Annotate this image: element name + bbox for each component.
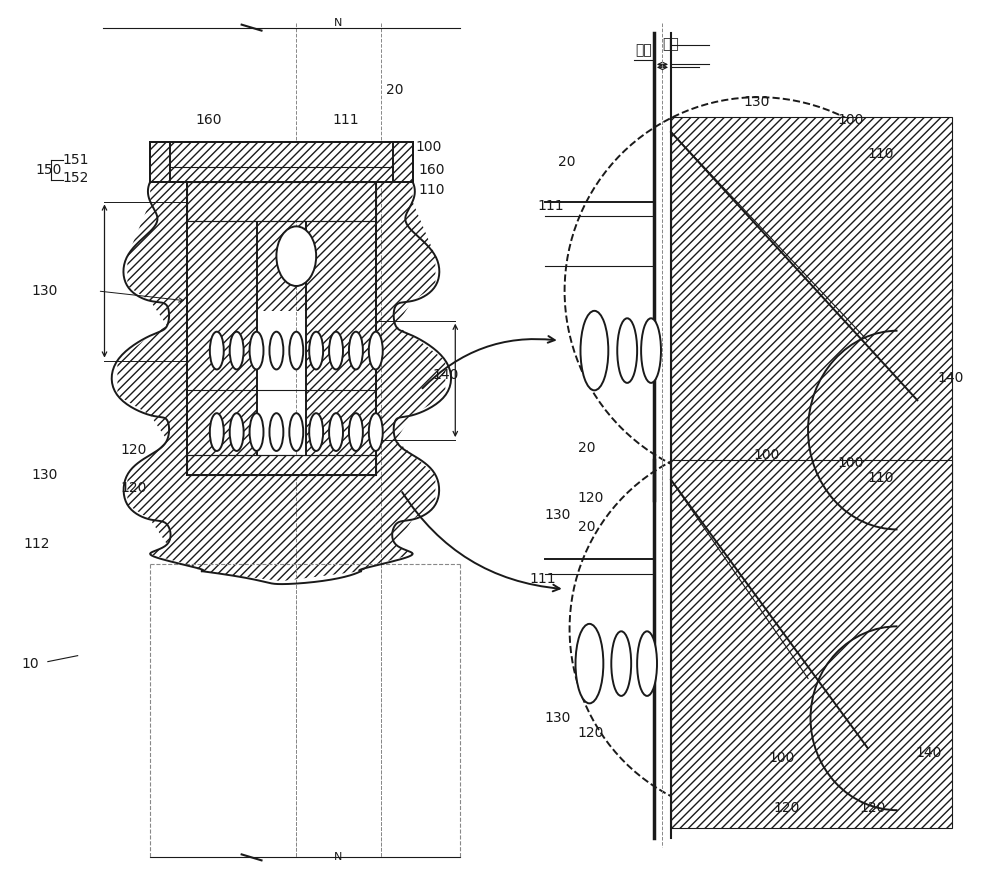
Text: 20: 20 — [578, 441, 595, 455]
Ellipse shape — [369, 413, 383, 451]
Text: 152: 152 — [63, 171, 89, 185]
Polygon shape — [306, 181, 376, 474]
Polygon shape — [187, 181, 376, 221]
Ellipse shape — [289, 332, 303, 369]
Text: 20: 20 — [578, 520, 595, 535]
Text: 10: 10 — [21, 657, 39, 671]
Ellipse shape — [329, 413, 343, 451]
Text: 160: 160 — [419, 163, 445, 177]
Text: 间隙: 间隙 — [635, 43, 652, 58]
Text: 130: 130 — [545, 712, 571, 726]
Ellipse shape — [230, 413, 244, 451]
Text: 130: 130 — [545, 507, 571, 521]
Text: 140: 140 — [432, 368, 459, 382]
Text: 110: 110 — [419, 182, 445, 196]
Ellipse shape — [576, 624, 603, 704]
Ellipse shape — [641, 319, 661, 383]
Text: 20: 20 — [558, 155, 575, 169]
Ellipse shape — [580, 311, 608, 390]
Text: 140: 140 — [915, 746, 942, 760]
Text: 120: 120 — [860, 801, 886, 815]
Text: N: N — [334, 852, 342, 862]
Ellipse shape — [617, 319, 637, 383]
Text: 112: 112 — [23, 537, 50, 551]
Ellipse shape — [349, 413, 363, 451]
Text: 100: 100 — [768, 751, 795, 765]
Ellipse shape — [369, 332, 383, 369]
Text: 150: 150 — [35, 163, 61, 177]
Text: 140: 140 — [937, 372, 964, 385]
Text: 间隙: 间隙 — [662, 37, 679, 51]
Text: 111: 111 — [333, 113, 359, 127]
Text: 160: 160 — [196, 113, 222, 127]
Polygon shape — [671, 460, 952, 827]
Ellipse shape — [329, 332, 343, 369]
Text: 110: 110 — [868, 147, 894, 161]
Text: 120: 120 — [120, 443, 147, 457]
Ellipse shape — [349, 332, 363, 369]
Ellipse shape — [611, 631, 631, 696]
Text: 120: 120 — [578, 490, 604, 504]
Ellipse shape — [210, 332, 224, 369]
Text: 100: 100 — [838, 456, 864, 470]
Text: 120: 120 — [773, 801, 800, 815]
Polygon shape — [671, 117, 952, 489]
Ellipse shape — [250, 332, 263, 369]
Text: 120: 120 — [578, 727, 604, 740]
FancyArrowPatch shape — [422, 336, 555, 389]
Ellipse shape — [276, 227, 316, 286]
Text: 110: 110 — [868, 471, 894, 485]
Text: 111: 111 — [530, 572, 556, 586]
Text: 130: 130 — [743, 96, 770, 109]
FancyArrowPatch shape — [402, 492, 560, 591]
Text: 20: 20 — [386, 83, 403, 97]
Polygon shape — [187, 181, 257, 474]
Text: 100: 100 — [416, 140, 442, 154]
Ellipse shape — [269, 332, 283, 369]
Text: 100: 100 — [838, 113, 864, 127]
Ellipse shape — [210, 413, 224, 451]
Ellipse shape — [309, 413, 323, 451]
Ellipse shape — [250, 413, 263, 451]
Text: 151: 151 — [63, 153, 89, 166]
Ellipse shape — [309, 332, 323, 369]
Polygon shape — [150, 142, 413, 181]
Text: 100: 100 — [753, 448, 780, 462]
Text: 120: 120 — [120, 481, 147, 495]
Polygon shape — [187, 455, 376, 474]
Ellipse shape — [289, 413, 303, 451]
Text: N: N — [334, 18, 342, 27]
Ellipse shape — [230, 332, 244, 369]
Text: 130: 130 — [31, 468, 57, 481]
Ellipse shape — [637, 631, 657, 696]
Text: 130: 130 — [31, 284, 57, 298]
Text: 111: 111 — [538, 199, 564, 213]
Ellipse shape — [269, 413, 283, 451]
